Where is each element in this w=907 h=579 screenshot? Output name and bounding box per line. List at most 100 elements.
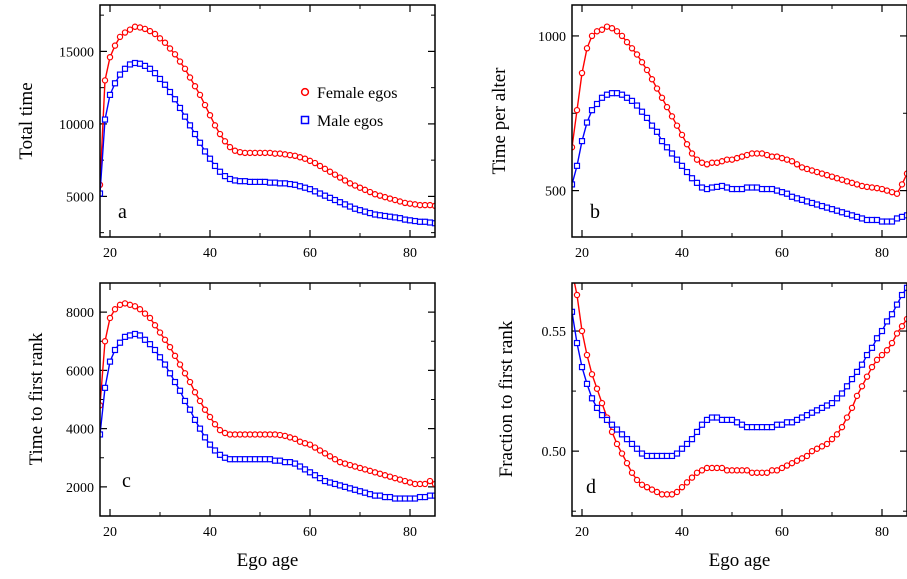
y-axis-title: Fraction to first rank bbox=[496, 320, 517, 477]
data-point-female bbox=[833, 431, 841, 438]
data-point-female bbox=[628, 45, 636, 52]
data-point-male bbox=[598, 412, 606, 419]
data-point-male bbox=[838, 209, 846, 216]
data-point-male bbox=[276, 180, 284, 187]
data-point-male bbox=[858, 215, 866, 222]
data-point-female bbox=[693, 156, 701, 163]
plot-frame bbox=[99, 4, 436, 238]
data-point-female bbox=[341, 177, 349, 184]
data-point-female bbox=[808, 447, 816, 455]
data-point-female bbox=[331, 171, 339, 178]
legend: Female egos Male egos bbox=[300, 85, 397, 130]
data-point-male bbox=[663, 144, 671, 151]
data-point-female bbox=[206, 413, 214, 421]
data-point-male bbox=[341, 201, 349, 208]
data-point-male bbox=[773, 421, 781, 428]
data-point-female bbox=[868, 363, 876, 371]
data-point-male bbox=[336, 482, 344, 489]
data-point-male bbox=[156, 354, 164, 361]
data-point-female bbox=[331, 456, 339, 463]
data-point-male bbox=[391, 495, 399, 502]
data-point-male bbox=[668, 150, 676, 157]
data-point-female bbox=[763, 469, 771, 476]
data-point-male bbox=[286, 180, 294, 188]
data-point-male bbox=[366, 491, 374, 498]
data-point-female bbox=[226, 143, 234, 151]
data-point-male bbox=[573, 339, 581, 347]
data-point-female bbox=[366, 188, 374, 196]
data-point-female bbox=[346, 461, 354, 469]
data-point-female bbox=[146, 27, 154, 35]
data-point-male bbox=[186, 406, 194, 413]
data-point-female bbox=[201, 101, 209, 109]
data-point-male bbox=[603, 91, 611, 98]
data-point-male bbox=[291, 181, 299, 188]
data-point-male bbox=[186, 122, 194, 129]
data-point-female bbox=[161, 39, 169, 46]
data-point-female bbox=[421, 480, 429, 488]
data-point-female bbox=[623, 459, 631, 467]
data-point-male bbox=[813, 201, 821, 208]
data-point-female bbox=[321, 165, 329, 173]
data-point-male bbox=[196, 425, 204, 432]
data-point-female bbox=[873, 184, 881, 192]
data-point-male bbox=[643, 452, 651, 460]
data-point-male bbox=[256, 178, 264, 185]
data-point-male bbox=[618, 91, 626, 98]
data-point-male bbox=[131, 59, 139, 67]
data-point-male bbox=[191, 416, 199, 423]
data-point-female bbox=[341, 460, 349, 467]
data-point-male bbox=[758, 185, 766, 193]
data-point-female bbox=[613, 440, 621, 448]
y-tick-label: 10000 bbox=[59, 118, 94, 133]
data-point-female bbox=[191, 82, 199, 90]
data-point-male bbox=[853, 213, 861, 220]
data-point-female bbox=[111, 42, 119, 49]
data-point-female bbox=[186, 378, 194, 386]
data-point-female bbox=[176, 361, 184, 368]
data-point-female bbox=[618, 450, 626, 457]
data-point-female bbox=[863, 183, 871, 191]
data-point-female bbox=[858, 182, 866, 190]
data-point-female bbox=[668, 113, 676, 120]
data-point-male bbox=[351, 486, 359, 493]
data-point-male bbox=[813, 407, 821, 414]
data-point-male bbox=[693, 428, 701, 436]
data-point-female bbox=[326, 168, 334, 175]
data-point-male bbox=[271, 457, 279, 464]
data-point-male bbox=[633, 445, 641, 452]
data-point-female bbox=[276, 431, 284, 439]
data-point-male bbox=[748, 184, 756, 191]
data-point-female bbox=[371, 191, 379, 198]
data-point-female bbox=[638, 59, 646, 66]
data-point-female bbox=[633, 51, 641, 58]
data-point-female bbox=[823, 440, 831, 448]
data-point-male bbox=[658, 452, 666, 460]
data-point-male bbox=[416, 493, 424, 501]
data-point-male bbox=[753, 184, 761, 191]
data-point-male bbox=[396, 215, 404, 222]
data-point-male bbox=[431, 220, 435, 227]
data-point-male bbox=[603, 416, 611, 424]
data-point-female bbox=[151, 322, 159, 329]
data-point-male bbox=[833, 207, 841, 214]
panel-d: 20 40 60 80 0.50 0.55 Fraction to first rank Eg… bbox=[496, 282, 907, 571]
data-point-female bbox=[858, 383, 866, 390]
data-point-male bbox=[778, 189, 786, 196]
data-point-male bbox=[638, 108, 646, 115]
data-point-female bbox=[401, 199, 409, 207]
data-point-female bbox=[216, 426, 224, 434]
x-tick-label: 20 bbox=[103, 246, 117, 261]
data-point-male bbox=[878, 218, 886, 225]
data-point-female bbox=[793, 161, 801, 168]
data-point-male bbox=[703, 416, 711, 424]
data-point-male bbox=[286, 459, 294, 466]
data-point-female bbox=[688, 474, 696, 481]
data-point-male bbox=[381, 493, 389, 501]
data-point-male bbox=[356, 488, 364, 495]
data-point-female bbox=[663, 103, 671, 111]
data-point-male bbox=[683, 168, 691, 176]
data-point-male bbox=[176, 387, 184, 394]
data-point-female bbox=[316, 447, 324, 454]
data-point-male bbox=[296, 183, 304, 190]
